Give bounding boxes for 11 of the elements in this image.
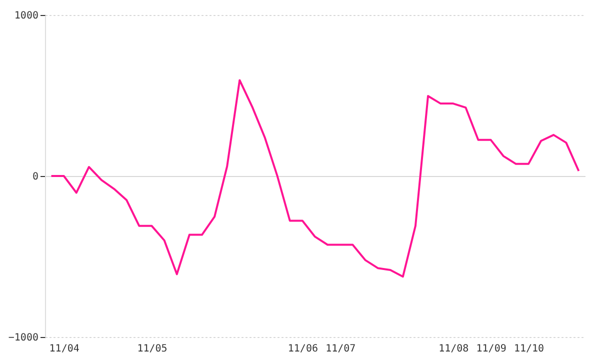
y-tick-label: 0 [32,172,38,182]
x-tick-label: 11/06 [288,344,318,354]
line-series [50,79,580,278]
x-tick-label: 11/09 [476,344,506,354]
y-tick-label: 1000 [14,10,38,22]
x-tick-label: 11/05 [137,344,168,354]
x-tick-label: 11/08 [438,344,469,354]
x-tick-label: 11/10 [514,344,544,354]
x-tick-label: 11/04 [49,344,80,354]
y-tick-label: −1000 [8,332,38,344]
x-tick-label: 11/07 [326,344,356,354]
